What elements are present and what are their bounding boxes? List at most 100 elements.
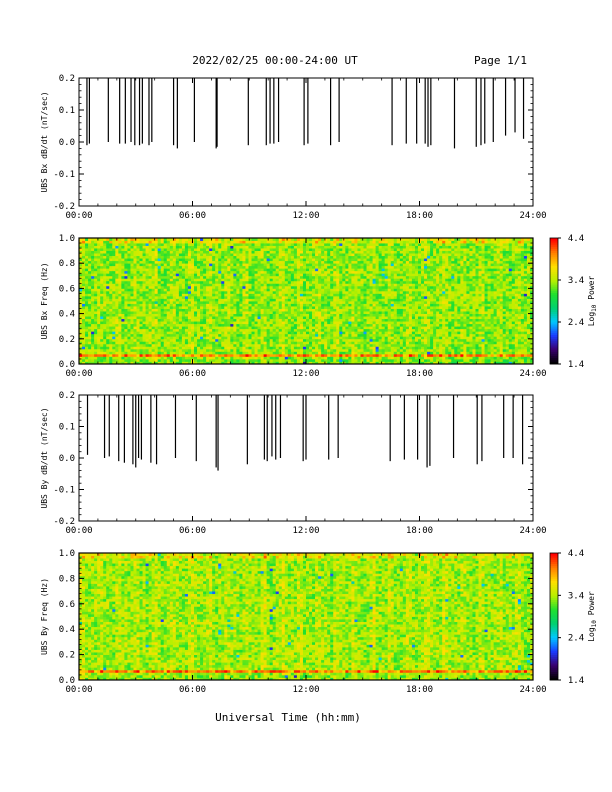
spectrogram-cell	[203, 283, 207, 287]
spectrogram-cell	[284, 361, 289, 365]
spectrogram-cell	[333, 270, 337, 274]
spectrogram-cell	[197, 258, 201, 262]
spectrogram-cell	[142, 313, 146, 317]
spectrogram-cell	[275, 295, 280, 299]
spectrogram-cell	[281, 323, 286, 327]
spectrogram-cell	[284, 316, 289, 320]
spectrogram-cell	[187, 346, 192, 350]
spectrogram-cell	[209, 303, 213, 307]
spectrogram-cell	[115, 326, 119, 330]
spectrogram-cell	[275, 240, 280, 244]
spectrogram-cell	[348, 295, 352, 299]
spectrogram-cell	[124, 245, 128, 249]
spectrogram-cell	[154, 243, 159, 246]
spectrogram-cell	[230, 331, 234, 335]
spectrogram-cell	[163, 278, 168, 282]
spectrogram-cell	[354, 238, 358, 241]
spectrogram-cell	[348, 336, 352, 340]
spectrogram-cell	[209, 328, 213, 332]
spectrogram-cell	[306, 356, 310, 360]
spectrogram-cell	[203, 316, 207, 320]
spectrogram-cell	[299, 278, 304, 282]
spectrogram-cell	[369, 318, 373, 322]
spectrogram-cell	[248, 280, 252, 284]
spectrogram-cell	[263, 331, 268, 335]
spectrogram-cell	[309, 290, 313, 294]
spectrogram-cell	[197, 275, 201, 279]
spectrogram-cell	[336, 265, 340, 269]
spectrogram-cell	[275, 255, 280, 259]
spectrogram-cell	[281, 278, 286, 282]
spectrogram-cell	[275, 331, 280, 335]
spectrogram-cell	[287, 321, 292, 325]
spectrogram-cell	[203, 361, 207, 365]
spectrogram-cell	[230, 326, 234, 330]
spectrogram-cell	[348, 318, 352, 322]
spectrogram-cell	[345, 265, 349, 269]
spectrogram-cell	[230, 280, 234, 284]
spectrogram-cell	[263, 358, 268, 362]
spectrogram-cell	[118, 258, 122, 262]
spectrogram-cell	[206, 301, 210, 304]
spectrogram-cell	[142, 341, 146, 345]
spectrogram-cell	[166, 361, 171, 365]
spectrogram-cell	[169, 283, 174, 287]
spectrogram-cell	[287, 243, 292, 246]
spectrogram-cell	[139, 290, 143, 294]
spectrogram-cell	[306, 265, 310, 269]
spectrogram-cell	[366, 313, 370, 317]
spectrogram-cell	[345, 293, 349, 297]
spectrogram-cell	[97, 268, 101, 272]
spectrogram-cell	[299, 348, 304, 352]
spectrogram-cell	[239, 295, 243, 299]
spectrogram-cell	[127, 258, 131, 262]
spectrogram-cell	[197, 253, 201, 257]
spectrogram-cell	[312, 238, 316, 241]
spectrogram-cell	[100, 288, 104, 292]
spectrogram-cell	[115, 248, 119, 251]
spectrogram-cell	[124, 316, 128, 320]
spectrogram-cell	[333, 283, 337, 287]
spectrogram-cell	[200, 273, 204, 277]
spectrogram-cell	[187, 333, 192, 337]
spectrogram-cell	[215, 288, 219, 292]
spectrogram-cell	[293, 260, 298, 264]
spectrogram-cell	[257, 250, 261, 254]
spectrogram-cell	[227, 273, 231, 277]
spectrogram-cell	[154, 240, 159, 244]
spectrogram-cell	[263, 278, 268, 282]
spectrogram-cell	[212, 243, 216, 246]
spectrogram-cell	[148, 293, 153, 297]
spectrogram-cell	[327, 308, 331, 312]
spectrogram-cell	[139, 311, 143, 314]
spectrogram-cell	[239, 288, 243, 292]
spectrogram-cell	[218, 275, 222, 279]
spectrogram-cell	[233, 243, 237, 246]
spectrogram-cell	[239, 248, 243, 251]
spectrogram-cell	[339, 250, 343, 254]
spectrogram-cell	[118, 361, 122, 365]
spectrogram-cell	[263, 283, 268, 287]
spectrogram-cell	[157, 338, 162, 342]
spectrogram-cell	[287, 278, 292, 282]
spectrogram-cell	[321, 311, 325, 314]
spectrogram-cell	[115, 280, 119, 284]
spectrogram-cell	[239, 348, 243, 352]
spectrogram-cell	[112, 336, 116, 340]
spectrogram-cell	[142, 250, 146, 254]
spectrogram-cell	[257, 290, 261, 294]
spectrogram-cell	[85, 348, 89, 352]
spectrogram-cell	[348, 270, 352, 274]
spectrogram-cell	[302, 321, 307, 325]
spectrogram-cell	[354, 353, 358, 357]
spectrogram-cell	[299, 248, 304, 251]
spectrogram-cell	[245, 250, 249, 254]
spectrogram-cell	[321, 263, 325, 267]
spectrogram-cell	[112, 263, 116, 267]
spectrogram-cell	[194, 336, 198, 340]
spectrogram-cell	[88, 293, 92, 297]
spectrogram-cell	[184, 343, 189, 347]
spectrogram-cell	[206, 245, 210, 249]
spectrogram-cell	[254, 361, 258, 365]
spectrogram-cell	[251, 331, 255, 335]
